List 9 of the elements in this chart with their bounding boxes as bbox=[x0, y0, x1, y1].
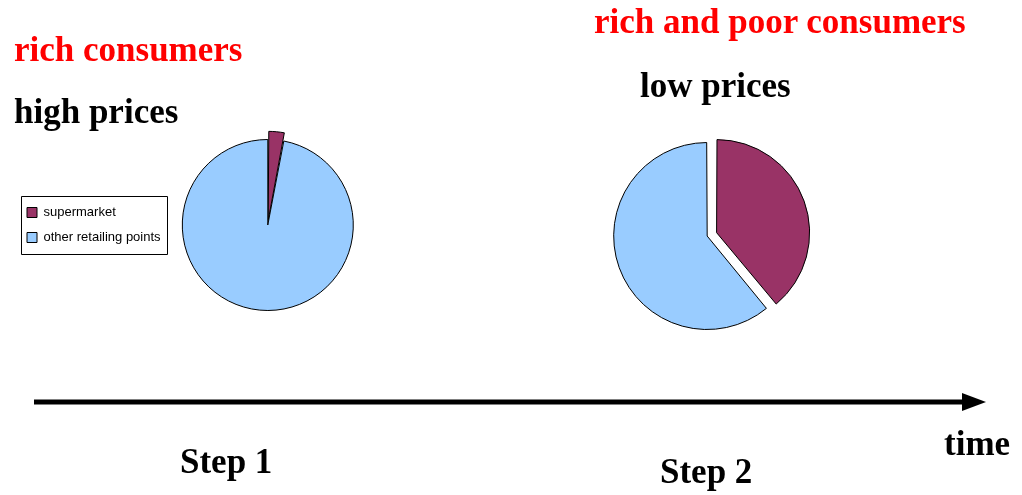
chart-title: rich consumers bbox=[14, 30, 243, 70]
legend-label: supermarket bbox=[43, 204, 117, 220]
chart-title: rich and poor consumers bbox=[594, 2, 966, 42]
text: Step 2 bbox=[660, 452, 753, 492]
chart-subtitle: high prices bbox=[14, 92, 179, 132]
text: Step 1 bbox=[180, 442, 273, 482]
chart-subtitle: low prices bbox=[640, 66, 791, 106]
legend-label: other retailing points bbox=[43, 229, 162, 245]
text: time bbox=[944, 424, 1011, 464]
